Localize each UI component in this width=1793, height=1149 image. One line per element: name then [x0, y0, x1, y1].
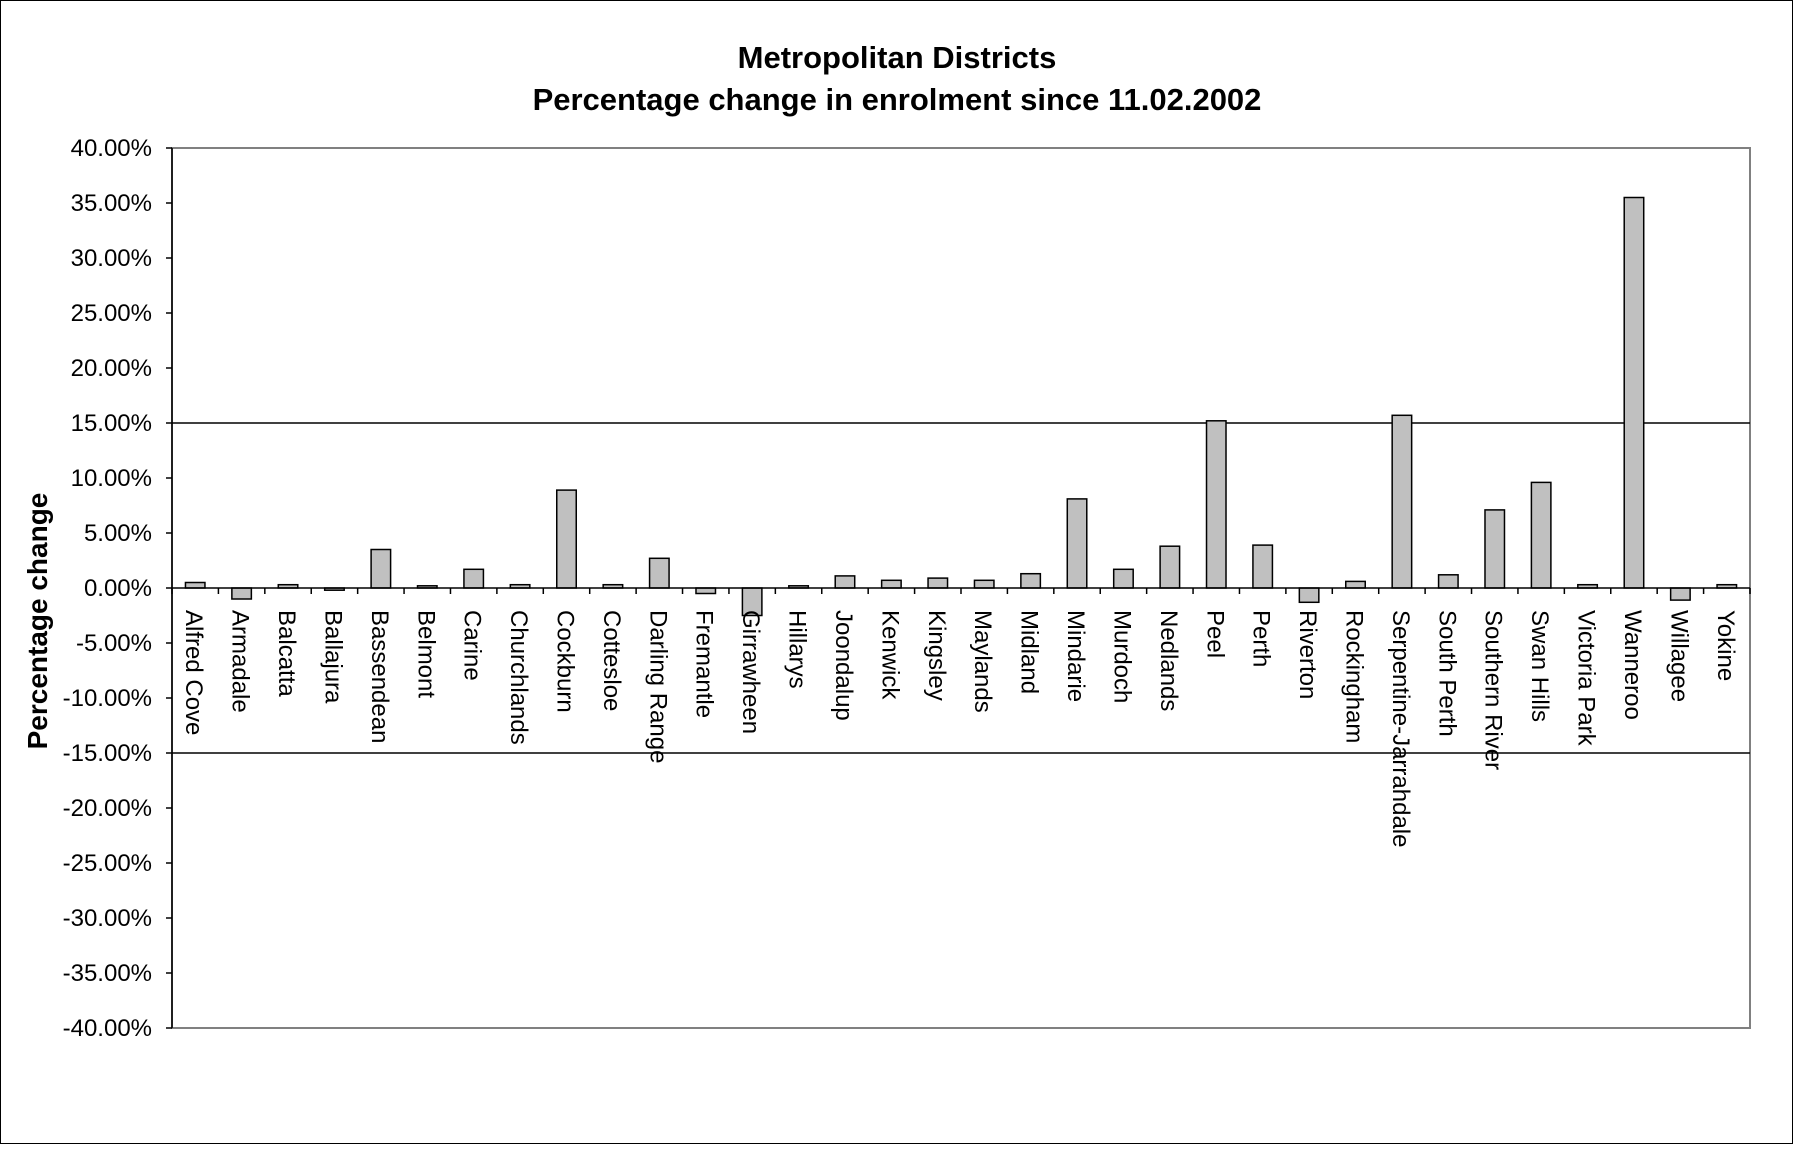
- y-tick-label: -10.00%: [63, 685, 152, 712]
- y-tick-label: 10.00%: [71, 465, 152, 492]
- bar: [370, 548, 392, 589]
- y-tick-label: 30.00%: [71, 245, 152, 272]
- category-label: Peel: [1201, 610, 1228, 658]
- y-tick-label: -40.00%: [63, 1015, 152, 1042]
- y-tick-label: -15.00%: [63, 740, 152, 767]
- bar: [1020, 572, 1042, 589]
- bar: [1669, 587, 1691, 601]
- category-label: Nedlands: [1155, 610, 1182, 711]
- category-label: Willagee: [1665, 610, 1692, 702]
- bar: [1205, 420, 1227, 589]
- chart-title: Metropolitan Districts: [738, 40, 1057, 75]
- y-tick-label: 5.00%: [84, 520, 152, 547]
- category-label: Serpentine-Jarrahdale: [1387, 610, 1414, 847]
- y-tick-label: 35.00%: [71, 190, 152, 217]
- category-label: Murdoch: [1108, 610, 1135, 703]
- y-axis-label: Percentage change: [22, 493, 53, 750]
- category-label: Ballajura: [319, 610, 346, 704]
- bar: [648, 557, 670, 589]
- category-label: Alfred Cove: [180, 610, 207, 735]
- category-label: Southern River: [1480, 610, 1507, 770]
- category-label: Belmont: [412, 610, 439, 698]
- category-label: Carine: [459, 610, 486, 681]
- category-label: Kingsley: [923, 610, 950, 701]
- bar: [1484, 509, 1506, 589]
- bar: [1066, 498, 1088, 589]
- category-label: Rockingham: [1341, 610, 1368, 743]
- bar: [1437, 574, 1459, 589]
- category-label: Kenwick: [876, 610, 903, 700]
- category-label: Midland: [1016, 610, 1043, 694]
- category-label: South Perth: [1433, 610, 1460, 737]
- bar: [1112, 568, 1134, 589]
- y-tick-label: 20.00%: [71, 355, 152, 382]
- reference-lines: [172, 422, 1750, 754]
- category-labels: Alfred Cove Armadale Balcatta Ballajura Bass…: [180, 610, 1739, 847]
- y-tick-label: -20.00%: [63, 795, 152, 822]
- y-tick-label: 40.00%: [71, 135, 152, 162]
- bar: [1252, 544, 1274, 589]
- bars: [184, 196, 1738, 617]
- category-label: Victoria Park: [1573, 610, 1600, 747]
- y-tick-label: -5.00%: [76, 630, 152, 657]
- category-label: Yokine: [1712, 610, 1739, 681]
- bar: [973, 579, 995, 589]
- y-tick-label: 25.00%: [71, 300, 152, 327]
- category-label: Balcatta: [273, 610, 300, 697]
- bar: [695, 587, 717, 595]
- bar: [834, 575, 856, 589]
- category-label: Armadale: [227, 610, 254, 713]
- y-tick-label: -25.00%: [63, 850, 152, 877]
- bar: [463, 568, 485, 589]
- category-label: Maylands: [969, 610, 996, 713]
- category-label: Perth: [1248, 610, 1275, 667]
- category-label: Cottesloe: [598, 610, 625, 711]
- category-label: Swan Hills: [1526, 610, 1553, 722]
- y-tick-label: -35.00%: [63, 960, 152, 987]
- bar: [880, 579, 902, 589]
- category-label: Cockburn: [552, 610, 579, 713]
- x-axis: [171, 587, 1751, 594]
- bar: [1391, 414, 1413, 589]
- bar: [1530, 481, 1552, 589]
- bar: [1298, 587, 1320, 604]
- bar: [556, 489, 577, 589]
- category-label: Riverton: [1294, 610, 1321, 699]
- chart-subtitle: Percentage change in enrolment since 11.…: [533, 82, 1262, 117]
- bar: [1159, 545, 1181, 589]
- category-label: Mindarie: [1062, 610, 1089, 702]
- category-label: Bassendean: [366, 610, 393, 743]
- y-tick-label: 0.00%: [84, 575, 152, 602]
- bar: [1623, 196, 1645, 589]
- category-label: Joondalup: [830, 610, 857, 721]
- category-label: Churchlands: [505, 610, 532, 745]
- bar: [927, 577, 949, 589]
- bar: [1345, 580, 1366, 589]
- y-tick-label: 15.00%: [71, 410, 152, 437]
- category-label: Girrawheen: [737, 610, 764, 734]
- y-tick-label: -30.00%: [63, 905, 152, 932]
- bar: [184, 581, 206, 589]
- category-label: Darling Range: [644, 610, 671, 763]
- bar: [231, 587, 253, 600]
- category-label: Hillarys: [784, 610, 811, 689]
- category-label: Wanneroo: [1619, 610, 1646, 720]
- category-label: Fremantle: [691, 610, 718, 718]
